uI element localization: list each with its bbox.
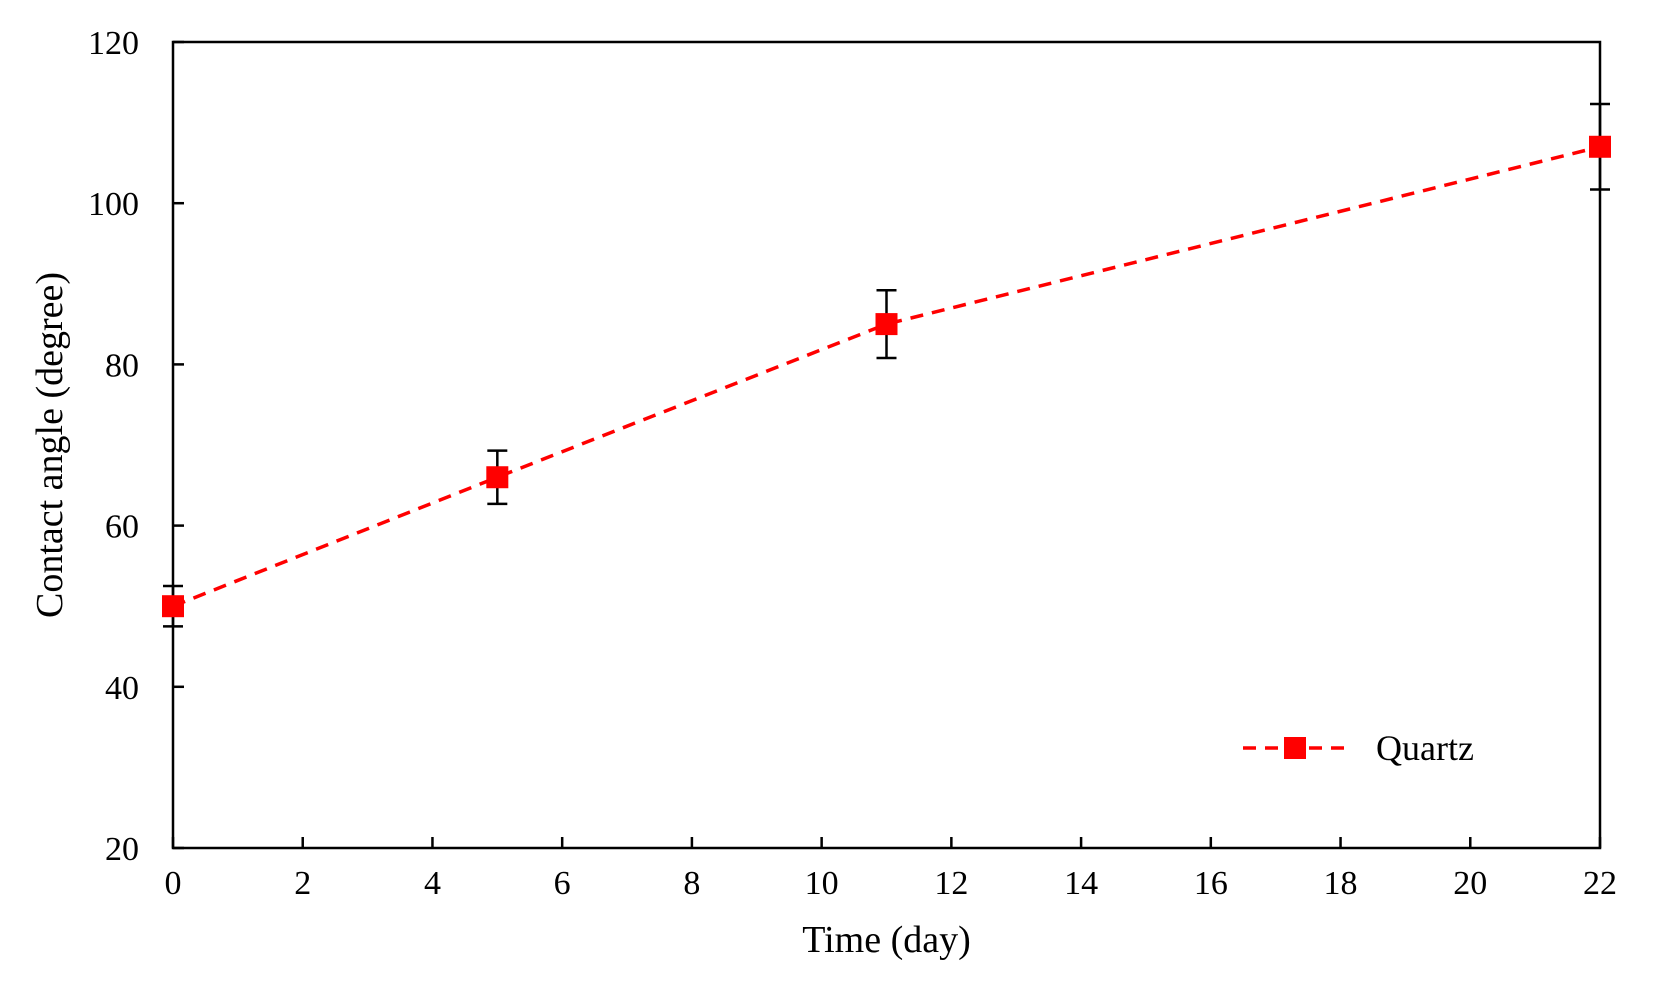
x-tick-label: 10 (805, 865, 839, 902)
y-tick-label: 120 (88, 25, 139, 62)
y-tick-label: 60 (105, 509, 139, 546)
data-point-marker (486, 466, 509, 489)
series-line-quartz (172, 145, 1601, 608)
x-tick-label: 20 (1453, 865, 1487, 902)
y-tick-label: 80 (105, 347, 139, 384)
y-tick-label: 40 (105, 670, 139, 707)
y-tick-label: 100 (88, 186, 139, 223)
x-axis-title: Time (day) (802, 919, 971, 961)
data-point-marker (1589, 135, 1611, 158)
plot-frame-layer (171, 40, 1602, 850)
x-tick-label: 8 (683, 865, 700, 902)
x-tick-label: 14 (1064, 865, 1098, 902)
x-tick-label: 12 (934, 865, 968, 902)
legend-marker (1284, 737, 1306, 759)
data-point-marker (875, 313, 898, 336)
tick-labels-layer: 0 2 4 6 8 10 12 14 16 18 20 22 20 40 60 80 100 120 (88, 25, 1617, 902)
x-tick-label: 6 (554, 865, 571, 902)
x-tick-label: 16 (1194, 865, 1228, 902)
legend: Quartz (1243, 728, 1474, 768)
series-layer (162, 102, 1611, 628)
x-tick-label: 0 (165, 865, 182, 902)
legend-label: Quartz (1376, 728, 1474, 768)
x-tick-label: 2 (294, 865, 311, 902)
x-tick-label: 4 (424, 865, 441, 902)
x-tick-label: 18 (1324, 865, 1358, 902)
plot-frame (171, 40, 1602, 850)
x-tick-label: 22 (1583, 865, 1617, 902)
y-tick-label: 20 (105, 831, 139, 868)
y-axis-title: Contact angle (degree) (29, 272, 71, 618)
data-point-marker (162, 595, 184, 618)
ticks-layer (171, 40, 1602, 850)
